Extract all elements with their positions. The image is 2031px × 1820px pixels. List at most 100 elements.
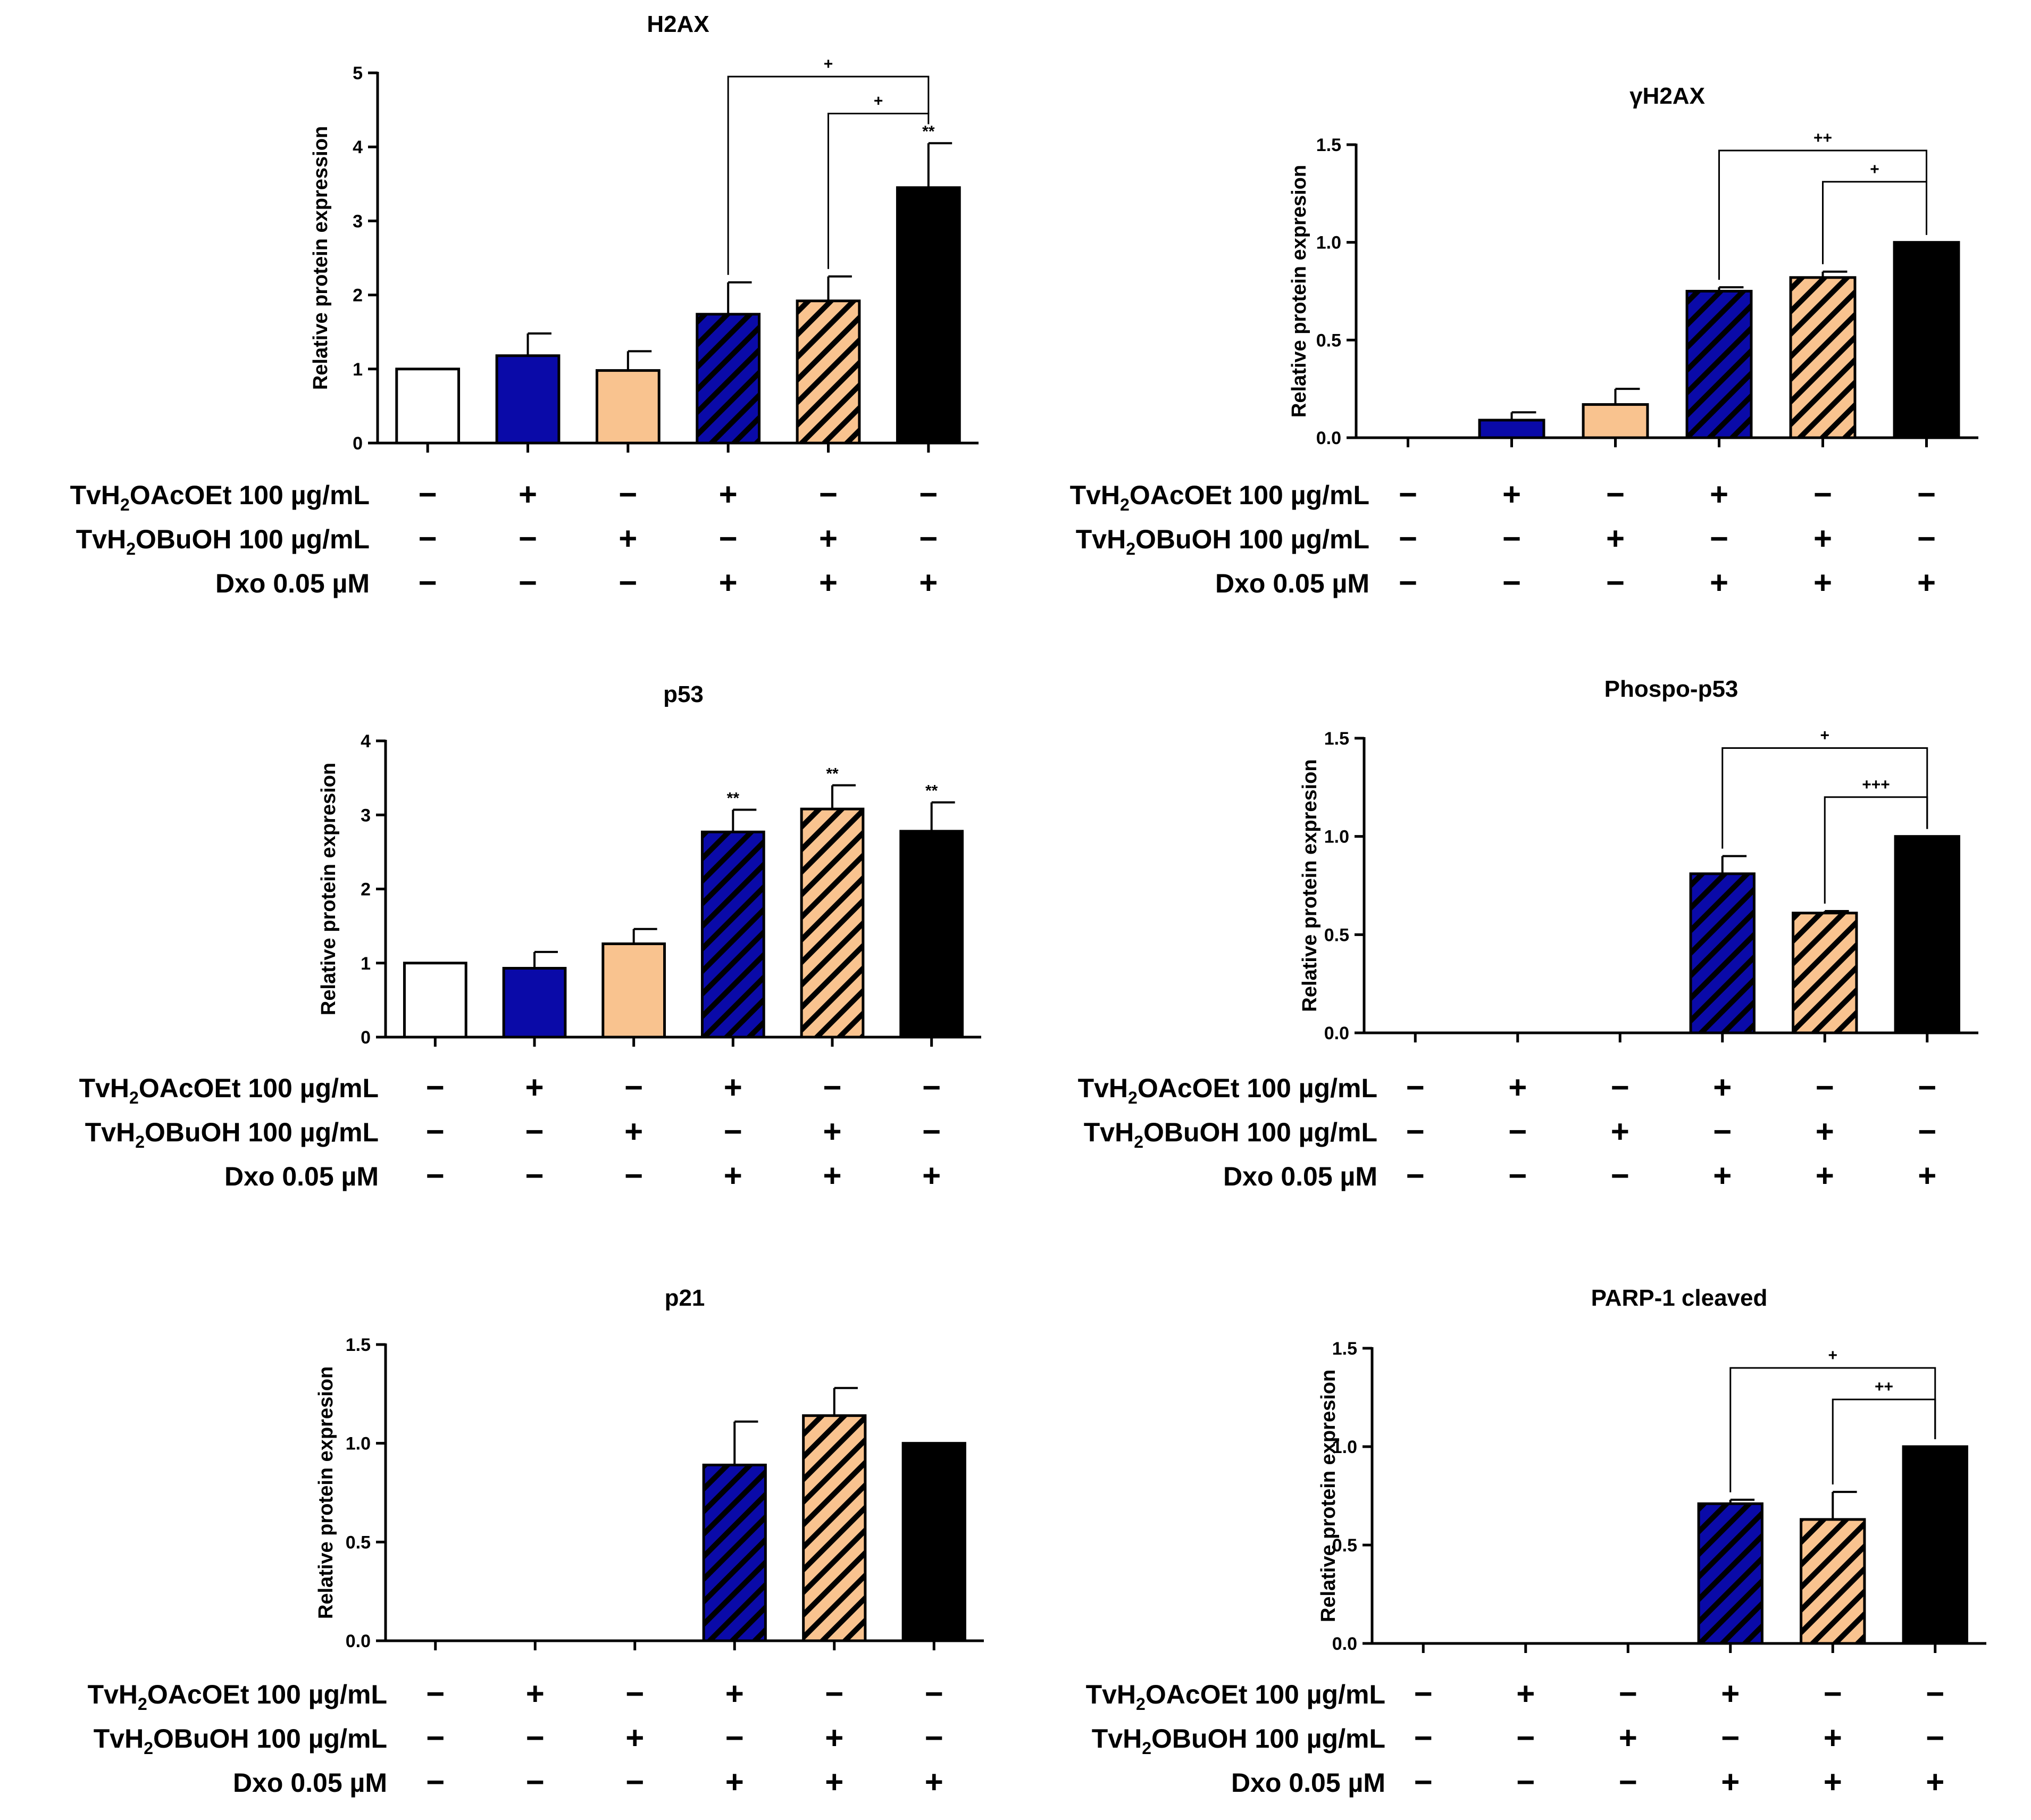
plus-sign: +: [823, 1114, 841, 1149]
treatment-row-label: TvH2OAcOEt 100 µg/mL: [70, 480, 370, 514]
minus-sign: −: [624, 1158, 643, 1193]
minus-sign: −: [925, 1720, 943, 1756]
minus-sign: −: [1406, 1158, 1425, 1193]
minus-sign: −: [1606, 477, 1625, 512]
y-axis-label: Relative protein expresion: [315, 1366, 337, 1619]
y-axis-label: Relative protein expresion: [1317, 1370, 1340, 1622]
minus-sign: −: [624, 1070, 643, 1105]
plus-sign: +: [819, 521, 838, 556]
y-tick-label: 2: [361, 880, 371, 900]
minus-sign: −: [1721, 1720, 1740, 1756]
bar-5: [899, 830, 964, 1039]
plus-sign: +: [724, 1158, 742, 1193]
y-tick-label: 1.5: [1316, 135, 1341, 155]
plus-sign: +: [1813, 521, 1832, 556]
bar-1: [1478, 419, 1545, 439]
minus-sign: −: [1713, 1114, 1732, 1149]
plus-sign: +: [1824, 1720, 1842, 1756]
minus-sign: −: [619, 565, 637, 600]
plus-sign: +: [624, 1114, 643, 1149]
plus-sign: +: [725, 1676, 744, 1712]
bracket-label: +: [874, 93, 883, 110]
minus-sign: −: [426, 1676, 445, 1712]
chart-title: p53: [663, 681, 704, 707]
minus-sign: −: [419, 565, 437, 600]
treatment-row-label: TvH2OBuOH 100 µg/mL: [94, 1724, 387, 1758]
significance-label: **: [727, 790, 740, 807]
bar-2: [1582, 403, 1649, 439]
plus-sign: +: [825, 1720, 843, 1756]
significance-label: **: [925, 782, 938, 800]
minus-sign: −: [1399, 521, 1417, 556]
minus-sign: −: [525, 1114, 544, 1149]
minus-sign: −: [625, 1676, 644, 1712]
plus-sign: +: [819, 565, 838, 600]
minus-sign: −: [526, 1764, 545, 1800]
chart-panel-5: PARP-1 cleaved Relative protein expresion…: [1086, 1285, 1986, 1800]
minus-sign: −: [426, 1114, 445, 1149]
minus-sign: −: [1619, 1676, 1637, 1712]
y-tick-label: 1.0: [346, 1434, 371, 1454]
bar-4: [1789, 276, 1857, 439]
plus-sign: +: [625, 1720, 644, 1756]
treatment-row-label: TvH2OAcOEt 100 µg/mL: [79, 1073, 379, 1107]
y-tick-label: 0.5: [1316, 330, 1341, 350]
plus-sign: +: [519, 477, 537, 512]
y-tick-label: 1.5: [1332, 1339, 1357, 1359]
minus-sign: −: [519, 565, 537, 600]
minus-sign: −: [519, 521, 537, 556]
chart-title: Phospo-p53: [1604, 676, 1739, 702]
plus-sign: +: [919, 565, 938, 600]
chart-panel-1: γH2AX Relative protein expresion 0.0 0.5 1.0…: [1070, 83, 1978, 600]
treatment-row-label: Dxo 0.05 µM: [1215, 569, 1369, 598]
y-tick-label: 3: [361, 805, 371, 825]
minus-sign: −: [426, 1158, 445, 1193]
significance-bracket: [1721, 747, 1928, 849]
plus-sign: +: [1710, 477, 1728, 512]
minus-sign: −: [426, 1070, 445, 1105]
bar-3: [702, 1464, 767, 1642]
minus-sign: −: [1502, 521, 1521, 556]
plus-sign: +: [925, 1764, 943, 1800]
treatment-row-label: TvH2OBuOH 100 µg/mL: [1076, 524, 1369, 558]
bar-0: [395, 368, 461, 445]
bracket-label: +: [1828, 1347, 1837, 1364]
bracket-label: +: [824, 55, 833, 73]
minus-sign: −: [724, 1114, 742, 1149]
treatment-row-label: TvH2OAcOEt 100 µg/mL: [1086, 1680, 1385, 1714]
bar-4: [1800, 1518, 1866, 1645]
minus-sign: −: [1414, 1764, 1433, 1800]
y-tick-label: 1: [353, 360, 363, 380]
plus-sign: +: [525, 1070, 544, 1105]
y-tick-label: 1.5: [346, 1335, 371, 1355]
minus-sign: −: [525, 1158, 544, 1193]
minus-sign: −: [1926, 1676, 1944, 1712]
minus-sign: −: [725, 1720, 744, 1756]
y-tick-label: 0.0: [346, 1631, 371, 1651]
y-tick-label: 0.0: [1324, 1023, 1349, 1043]
bar-3: [1697, 1502, 1763, 1645]
minus-sign: −: [719, 521, 738, 556]
minus-sign: −: [922, 1070, 941, 1105]
minus-sign: −: [1824, 1676, 1842, 1712]
y-tick-label: 4: [361, 731, 371, 752]
y-tick-label: 4: [353, 137, 363, 157]
plus-sign: +: [1816, 1114, 1834, 1149]
treatment-row-label: Dxo 0.05 µM: [1231, 1768, 1385, 1798]
treatment-row-label: TvH2OBuOH 100 µg/mL: [1092, 1724, 1385, 1758]
bar-1: [502, 966, 567, 1039]
chart-title: p21: [665, 1285, 705, 1311]
minus-sign: −: [1917, 477, 1936, 512]
plus-sign: +: [719, 477, 738, 512]
y-tick-label: 5: [353, 63, 363, 84]
chart-title: PARP-1 cleaved: [1591, 1285, 1768, 1311]
minus-sign: −: [1414, 1676, 1433, 1712]
minus-sign: −: [1710, 521, 1728, 556]
significance-bracket: [1822, 181, 1927, 264]
bar-3: [700, 830, 765, 1039]
plus-sign: +: [1813, 565, 1832, 600]
bar-2: [595, 369, 661, 445]
minus-sign: −: [1926, 1720, 1944, 1756]
bar-3: [1685, 290, 1753, 439]
